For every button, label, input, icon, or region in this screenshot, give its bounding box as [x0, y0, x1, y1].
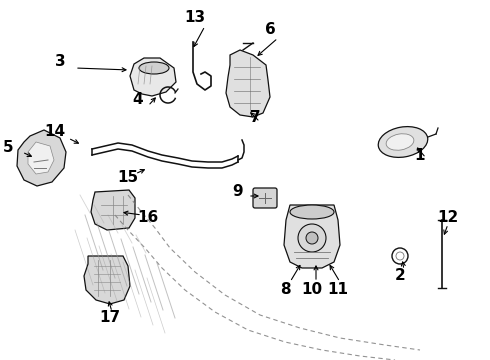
Text: 17: 17	[99, 310, 121, 325]
Text: 16: 16	[137, 211, 159, 225]
Text: 1: 1	[415, 148, 425, 162]
Text: 13: 13	[184, 10, 206, 26]
Text: 2: 2	[394, 267, 405, 283]
Polygon shape	[17, 130, 66, 186]
Polygon shape	[84, 256, 130, 304]
Text: 10: 10	[301, 283, 322, 297]
Ellipse shape	[386, 134, 414, 150]
Ellipse shape	[378, 127, 428, 157]
Text: 11: 11	[327, 283, 348, 297]
FancyBboxPatch shape	[253, 188, 277, 208]
Polygon shape	[130, 58, 176, 96]
Text: 12: 12	[438, 211, 459, 225]
Text: 14: 14	[45, 125, 66, 139]
Circle shape	[306, 232, 318, 244]
Text: 5: 5	[2, 140, 13, 156]
Text: 6: 6	[265, 22, 275, 37]
Ellipse shape	[290, 205, 334, 219]
Polygon shape	[284, 205, 340, 268]
Text: 3: 3	[55, 54, 65, 69]
Text: 4: 4	[133, 93, 143, 108]
Polygon shape	[28, 142, 54, 174]
Text: 15: 15	[118, 171, 139, 185]
Text: 9: 9	[233, 184, 244, 199]
Text: 8: 8	[280, 283, 290, 297]
Polygon shape	[91, 190, 135, 230]
Ellipse shape	[139, 62, 169, 74]
Circle shape	[298, 224, 326, 252]
Polygon shape	[226, 50, 270, 117]
Text: 7: 7	[250, 111, 260, 126]
